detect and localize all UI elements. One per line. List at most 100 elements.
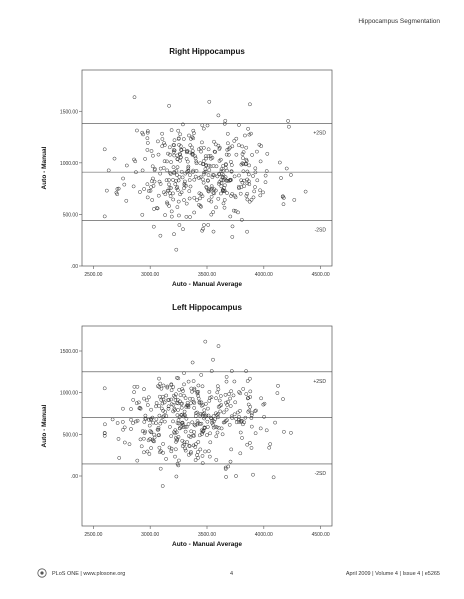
scatter-point [193,174,198,179]
scatter-point [157,403,161,408]
scatter-point [225,418,229,423]
scatter-point [252,189,257,194]
scatter-point [149,416,153,421]
scatter-point [244,159,249,163]
scatter-point [253,409,257,414]
scatter-point [245,229,249,234]
scatter-point [251,472,255,477]
scatter-point [172,153,177,158]
scatter-point [239,162,244,167]
scatter-point [164,414,169,418]
scatter-point [221,188,225,193]
scatter-point [258,426,263,431]
scatter-point [165,168,169,173]
scatter-point [157,376,161,381]
scatter-point [212,139,216,144]
scatter-point [240,152,245,156]
scatter-point [229,369,234,373]
reference-line-label: -2SD [315,471,327,477]
scatter-point [178,144,183,149]
scatter-point [165,159,169,164]
scatter-point [234,474,238,478]
scatter-point [154,206,159,210]
scatter-point [198,412,203,416]
scatter-point [231,208,236,213]
scatter-point [243,415,248,420]
scatter-point [147,423,152,428]
scatter-point [169,446,174,451]
scatter-point [176,199,181,204]
scatter-point [241,387,246,391]
scatter-point [164,457,168,461]
scatter-point [172,430,176,435]
scatter-point [102,214,107,219]
scatter-point [199,403,204,408]
scatter-point [140,429,145,433]
scatter-point [145,130,150,135]
scatter-point [181,137,186,141]
scatter-point [203,339,208,344]
scatter-point [121,427,125,432]
scatter-point [168,152,172,157]
scatter-point [162,400,167,405]
scatter-point [205,425,210,429]
scatter-point [149,407,153,412]
scatter-point [187,133,191,138]
scatter-point [222,198,227,202]
scatter-point [236,210,240,215]
scatter-points [102,339,293,488]
scatter-point [167,186,172,190]
right-hippocampus-figure: Right Hippocampus .00 500.00 1000.00 1500.00… [0,40,464,295]
scatter-point [182,393,186,398]
scatter-point [215,384,220,389]
scatter-point [148,188,153,193]
scatter-point [211,210,216,214]
scatter-point [103,422,107,427]
scatter-point [172,171,177,175]
scatter-point [173,454,177,459]
scatter-point [239,178,244,183]
scatter-point [171,403,176,407]
scatter-point [154,421,158,426]
scatter-point [110,417,115,422]
scatter-point [171,165,176,170]
scatter-point [241,150,246,154]
scatter-point [183,396,188,400]
scatter-point [226,141,230,146]
scatter-point [169,397,173,402]
scatter-point [143,413,148,418]
scatter-point [195,453,199,458]
scatter-point [222,186,226,190]
scatter-point [160,131,164,136]
scatter-point [177,387,182,392]
scatter-point [236,143,241,148]
scatter-point [187,196,192,201]
scatter-point [205,178,210,183]
scatter-point [190,149,195,153]
scatter-point [172,232,176,237]
scatter-point [245,396,250,401]
scatter-point [142,420,147,424]
scatter-point [209,184,214,189]
scatter-point [131,398,136,402]
scatter-point [176,136,181,141]
scatter-point [197,202,201,207]
scatter-point [145,403,150,407]
scatter-point [216,412,221,416]
scatter-point [154,417,159,421]
scatter-point [229,414,234,419]
scatter-point [248,376,252,381]
scatter-point [232,193,237,198]
scatter-point [248,395,253,399]
scatter-point [176,401,181,406]
scatter-point [216,405,221,409]
scatter-point [166,404,171,409]
scatter-point [194,198,199,202]
scatter-point [134,401,139,406]
plos-logo-icon [37,568,47,578]
scatter-point [156,427,161,432]
scatter-point [182,409,187,414]
scatter-point [171,419,175,424]
scatter-point [180,438,185,443]
scatter-point [194,411,198,416]
